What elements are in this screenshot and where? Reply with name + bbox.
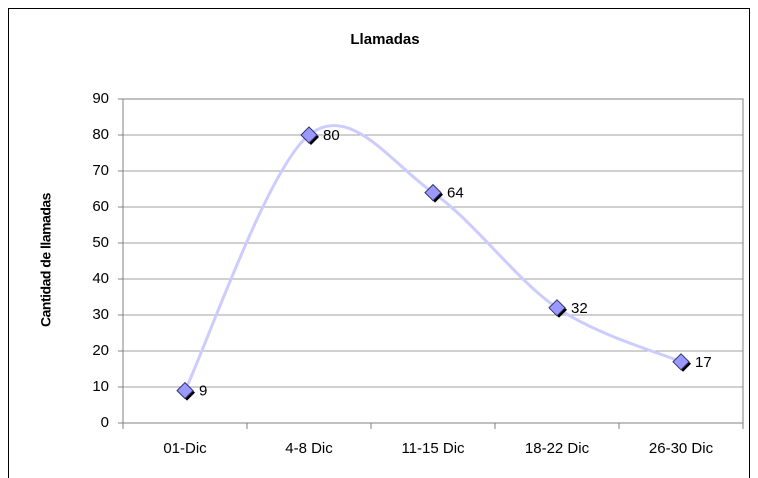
data-label: 32 <box>571 300 588 317</box>
plot-area <box>122 98 744 424</box>
data-label: 17 <box>695 354 712 371</box>
marker <box>424 183 442 202</box>
x-tick-label: 4-8 Dic <box>285 440 333 457</box>
y-tick-label: 70 <box>92 162 109 179</box>
marker <box>300 126 318 144</box>
y-tick-label: 30 <box>92 306 109 323</box>
marker <box>672 353 690 371</box>
y-tick-label: 20 <box>92 342 109 359</box>
y-tick-label: 60 <box>92 198 109 215</box>
y-tick-label: 80 <box>92 126 109 143</box>
y-tick-label: 50 <box>92 234 109 251</box>
marker <box>176 381 194 400</box>
x-tick-label: 11-15 Dic <box>401 440 465 457</box>
x-tick-label: 01-Dic <box>163 440 207 457</box>
data-label: 64 <box>447 185 464 202</box>
chart-title: Llamadas <box>350 31 419 48</box>
y-tick-label: 0 <box>101 414 109 431</box>
y-tick-label: 10 <box>92 378 109 395</box>
series-line <box>183 124 682 392</box>
marker <box>548 299 566 317</box>
x-tick-label: 26-30 Dic <box>649 440 714 457</box>
x-tick-label: 18-22 Dic <box>525 440 590 457</box>
data-label: 80 <box>323 127 340 144</box>
y-tick-label: 90 <box>92 90 109 107</box>
y-axis-label: Cantidad de llamadas <box>38 192 54 327</box>
data-label: 9 <box>199 383 207 400</box>
y-tick-label: 40 <box>92 270 109 287</box>
